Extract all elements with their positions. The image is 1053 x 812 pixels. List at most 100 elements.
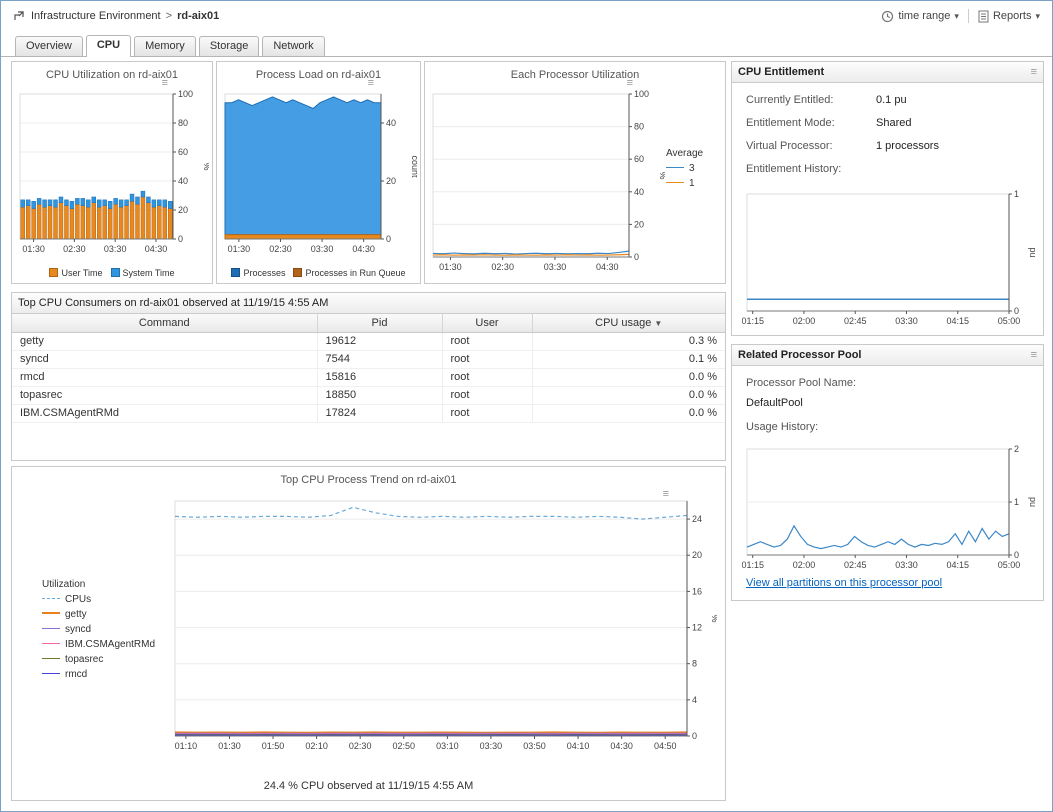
svg-text:0: 0: [634, 252, 639, 262]
table-row[interactable]: IBM.CSMAgentRMd 17824 root 0.0 %: [12, 404, 725, 423]
table-cell-command: syncd: [12, 350, 318, 369]
column-header-pid[interactable]: Pid: [317, 314, 443, 333]
legend-item: System Time: [110, 268, 175, 278]
view-partitions-link[interactable]: View all partitions on this processor po…: [746, 577, 943, 589]
legend-item: CPUs: [42, 594, 170, 605]
svg-text:40: 40: [386, 118, 396, 128]
chart-menu-icon[interactable]: ≡: [161, 77, 168, 89]
legend-label: CPUs: [65, 594, 92, 605]
panel-menu-icon[interactable]: ≡: [1030, 66, 1037, 78]
panel-header: Top CPU Consumers on rd-aix01 observed a…: [12, 293, 725, 314]
reports-control[interactable]: Reports ▾: [978, 10, 1040, 23]
cpu-entitlement-panel: CPU Entitlement ≡ Currently Entitled: 0.…: [731, 61, 1044, 336]
svg-text:02:30: 02:30: [63, 244, 86, 254]
legend-swatch: [42, 658, 60, 659]
table-cell-pid: 15816: [317, 368, 443, 387]
legend-swatch: [42, 673, 60, 674]
entitlement-history-label: Entitlement History:: [746, 163, 842, 175]
table-cell-cpu: 0.1 %: [532, 350, 725, 369]
legend-swatch: [293, 268, 303, 277]
svg-text:02:00: 02:00: [793, 560, 816, 570]
process-trend-panel: Top CPU Process Trend on rd-aix01 ≡ Util…: [11, 466, 726, 801]
svg-text:03:30: 03:30: [895, 316, 918, 326]
tab-overview[interactable]: Overview: [15, 36, 83, 56]
table-cell-user: root: [442, 332, 533, 351]
table-row[interactable]: getty 19612 root 0.3 %: [12, 332, 725, 351]
breadcrumb-current: rd-aix01: [177, 10, 220, 22]
svg-text:count: count: [410, 155, 417, 178]
tab-network[interactable]: Network: [262, 36, 325, 56]
legend-swatch: [666, 182, 684, 183]
chevron-down-icon: ▾: [954, 10, 959, 21]
table-cell-pid: 18850: [317, 386, 443, 405]
topology-icon: [13, 10, 25, 22]
field-label: Currently Entitled:: [746, 94, 834, 106]
legend-item: syncd: [42, 624, 170, 635]
svg-text:24: 24: [692, 514, 702, 524]
cpu-utilization-legend: User Time System Time: [12, 268, 212, 278]
legend-item: topasrec: [42, 654, 170, 665]
legend-item: Processes in Run Queue: [293, 268, 406, 278]
svg-text:100: 100: [178, 89, 193, 99]
legend-label: syncd: [65, 624, 92, 635]
field-row: Virtual Processor: 1 processors: [746, 140, 1043, 152]
table-cell-pid: 17824: [317, 404, 443, 423]
field-row: Currently Entitled: 0.1 pu: [746, 94, 1043, 106]
table-row[interactable]: syncd 7544 root 0.1 %: [12, 350, 725, 369]
svg-text:04:10: 04:10: [567, 741, 590, 751]
panel-menu-icon[interactable]: ≡: [1030, 349, 1037, 361]
field-label: Entitlement Mode:: [746, 117, 835, 129]
breadcrumb-root[interactable]: Infrastructure Environment: [31, 10, 161, 22]
svg-text:02:30: 02:30: [349, 741, 372, 751]
chevron-down-icon: ▾: [1035, 10, 1040, 21]
table-cell-pid: 19612: [317, 332, 443, 351]
process-load-legend: Processes Processes in Run Queue: [217, 268, 420, 278]
pool-name-value: DefaultPool: [746, 397, 803, 409]
chart-menu-icon[interactable]: ≡: [626, 77, 633, 89]
table-row[interactable]: rmcd 15816 root 0.0 %: [12, 368, 725, 387]
tab-memory[interactable]: Memory: [134, 36, 196, 56]
legend-item: Processes: [231, 268, 285, 278]
each-processor-chart: 0 20 40 60 80 100% 01:30 02:30 03:30 04:30: [428, 86, 668, 275]
legend-label: Processes: [243, 268, 286, 278]
svg-text:01:15: 01:15: [742, 316, 764, 326]
table-cell-user: root: [442, 386, 533, 405]
table-row[interactable]: topasrec 18850 root 0.0 %: [12, 386, 725, 405]
legend-label: 3: [689, 163, 695, 174]
table-cell-user: root: [442, 350, 533, 369]
svg-text:20: 20: [386, 176, 396, 186]
column-header-command[interactable]: Command: [12, 314, 318, 333]
tab-cpu[interactable]: CPU: [85, 35, 132, 57]
svg-text:05:00: 05:00: [998, 316, 1021, 326]
pool-name-label: Processor Pool Name:: [746, 377, 857, 389]
svg-text:03:30: 03:30: [480, 741, 503, 751]
column-header-user[interactable]: User: [442, 314, 533, 333]
trend-caption: 24.4 % CPU observed at 11/19/15 4:55 AM: [263, 780, 474, 792]
related-pool-title: Related Processor Pool: [738, 349, 862, 361]
tab-storage[interactable]: Storage: [198, 36, 260, 56]
svg-text:02:45: 02:45: [844, 316, 867, 326]
time-range-control[interactable]: time range ▾: [881, 10, 959, 23]
legend-item: IBM.CSMAgentRMd: [42, 639, 170, 650]
legend-swatch: [42, 643, 60, 644]
consumers-tbody: getty 19612 root 0.3 % syncd 7544 root 0.1 % rmc…: [12, 332, 725, 423]
table-cell-cpu: 0.0 %: [532, 368, 725, 387]
table-cell-cpu: 0.0 %: [532, 404, 725, 423]
svg-text:8: 8: [692, 659, 697, 669]
top-cpu-consumers-panel: Top CPU Consumers on rd-aix01 observed a…: [11, 292, 726, 461]
chart-menu-icon[interactable]: ≡: [367, 77, 374, 89]
legend-label: topasrec: [65, 654, 104, 665]
svg-text:05:00: 05:00: [998, 560, 1021, 570]
svg-text:2: 2: [1014, 444, 1019, 454]
chart-menu-icon[interactable]: ≡: [662, 488, 669, 500]
clock-icon: [882, 10, 894, 22]
legend-label: Processes in Run Queue: [305, 268, 406, 278]
breadcrumb: Infrastructure Environment > rd-aix01: [13, 10, 219, 22]
svg-text:02:30: 02:30: [269, 244, 292, 254]
table-cell-user: root: [442, 404, 533, 423]
svg-text:12: 12: [692, 623, 702, 633]
entitlement-history-chart: 0 1 pu 01:15 02:00 02:45 03:30 04:15 05:00: [741, 186, 1038, 329]
svg-text:100: 100: [634, 89, 649, 99]
column-header-cpu-usage[interactable]: CPU usage ▼: [532, 314, 725, 333]
